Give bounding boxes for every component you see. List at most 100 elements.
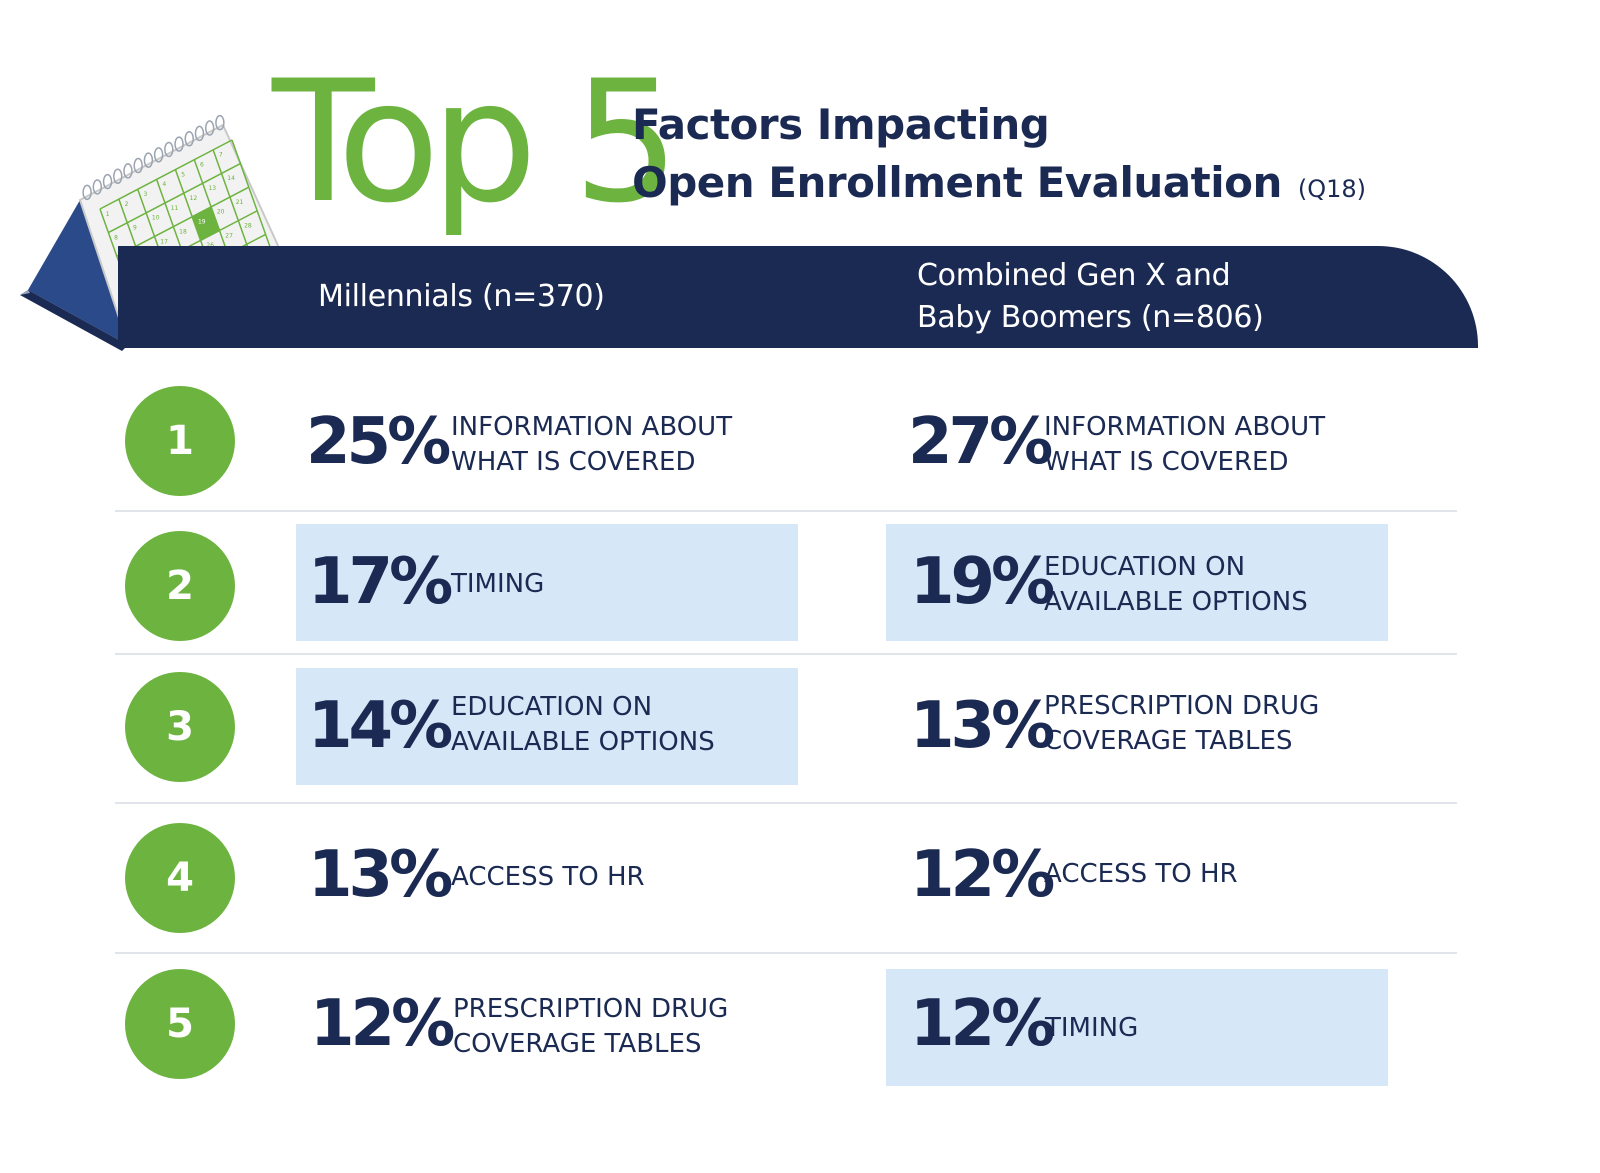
- factor-label-line: INFORMATION ABOUT: [1044, 412, 1326, 442]
- column-header-band: [118, 246, 1478, 348]
- factor-label: INFORMATION ABOUT WHAT IS COVERED: [451, 410, 732, 480]
- calendar-grid-line: [116, 186, 250, 257]
- calendar-ring: [184, 131, 194, 147]
- calendar-day-number: 28: [244, 222, 252, 229]
- title-line-2: Open Enrollment Evaluation (Q18): [632, 154, 1366, 218]
- column-header-millennials: Millennials (n=370): [318, 276, 605, 318]
- calendar-day-number: 7: [219, 152, 223, 159]
- factor-label: TIMING: [1045, 1011, 1138, 1046]
- highlight-box: [886, 969, 1388, 1086]
- column-header-genx-line2: Baby Boomers (n=806): [917, 300, 1264, 335]
- percentage-value: 14%: [308, 689, 453, 763]
- factor-label-line: INFORMATION ABOUT: [451, 412, 733, 442]
- calendar-grid-line: [99, 139, 233, 210]
- calendar-day-number: 3: [143, 191, 147, 198]
- calendar-rings: [82, 114, 225, 201]
- calendar-day-number: 12: [190, 195, 198, 202]
- percentage-value: 19%: [910, 545, 1055, 619]
- calendar-highlight-cell: [191, 205, 221, 242]
- factor-label-line: WHAT IS COVERED: [1044, 447, 1289, 477]
- question-code: (Q18): [1297, 175, 1367, 203]
- calendar-day-number: 17: [160, 238, 168, 245]
- title-block: Factors Impacting Open Enrollment Evalua…: [632, 96, 1366, 218]
- calendar-ring: [102, 173, 113, 190]
- rank-badge: 5: [125, 969, 235, 1079]
- factor-label: INFORMATION ABOUT WHAT IS COVERED: [1044, 410, 1325, 480]
- percentage-value: 25%: [306, 405, 451, 479]
- factor-label-line: WHAT IS COVERED: [451, 447, 696, 477]
- calendar-ring: [174, 136, 184, 152]
- calendar-day-number: 6: [200, 161, 204, 168]
- column-header-genx-line1: Combined Gen X and: [917, 258, 1231, 293]
- calendar-day-number: 10: [152, 215, 160, 222]
- calendar-day-number: 4: [162, 181, 166, 188]
- calendar-ring: [204, 120, 215, 136]
- calendar-day-number: 26: [206, 242, 214, 249]
- factor-label-line: COVERAGE TABLES: [1044, 726, 1293, 756]
- column-header-millennials-line1: Millennials (n=370): [318, 279, 605, 314]
- calendar-ring: [113, 168, 123, 184]
- percentage-value: 13%: [910, 689, 1055, 763]
- highlight-box: [296, 668, 798, 785]
- calendar-ring: [82, 184, 92, 201]
- percentage-value: 27%: [908, 405, 1053, 479]
- factor-label-line: TIMING: [1045, 1013, 1139, 1043]
- top5-title: Top 5: [272, 44, 680, 240]
- percentage-value: 13%: [308, 838, 453, 912]
- factor-label: EDUCATION ON AVAILABLE OPTIONS: [1044, 550, 1308, 620]
- calendar-day-number: 20: [217, 209, 225, 216]
- calendar-day-number: 8: [114, 234, 118, 241]
- rank-badge: 2: [125, 531, 235, 641]
- calendar-day-number: 9: [133, 225, 137, 232]
- factor-label-line: EDUCATION ON: [1044, 552, 1246, 582]
- factor-label-line: EDUCATION ON: [451, 692, 653, 722]
- factor-label-line: PRESCRIPTION DRUG: [453, 994, 729, 1024]
- calendar-day-number: 1: [106, 211, 110, 218]
- calendar-ring: [143, 152, 154, 168]
- calendar-ring: [133, 157, 143, 174]
- calendar-ring: [194, 125, 205, 142]
- factor-label: EDUCATION ON AVAILABLE OPTIONS: [451, 690, 715, 760]
- factor-label: ACCESS TO HR: [1044, 857, 1238, 892]
- calendar-ring: [92, 179, 103, 195]
- calendar-ring: [164, 141, 174, 158]
- factor-label-line: AVAILABLE OPTIONS: [1044, 587, 1308, 617]
- calendar-grid-line: [231, 139, 275, 259]
- highlight-box: [886, 524, 1388, 641]
- calendar-ring: [123, 163, 133, 179]
- calendar-grid-line: [108, 162, 241, 234]
- rank-badge: 4: [125, 823, 235, 933]
- row-separator: [115, 802, 1457, 804]
- calendar-day-number: 14: [227, 175, 235, 182]
- calendar-day-number: 5: [181, 171, 185, 178]
- rank-badge: 1: [125, 386, 235, 496]
- factor-label-line: AVAILABLE OPTIONS: [451, 727, 715, 757]
- calendar-day-number: 2: [125, 201, 129, 208]
- row-separator: [115, 653, 1457, 655]
- calendar-day-number: 18: [179, 228, 187, 235]
- factor-label-line: ACCESS TO HR: [1044, 859, 1238, 889]
- title-line-1: Factors Impacting: [632, 100, 1050, 149]
- factor-label-line: TIMING: [451, 569, 545, 599]
- factor-label: PRESCRIPTION DRUG COVERAGE TABLES: [453, 992, 728, 1062]
- factor-label: PRESCRIPTION DRUG COVERAGE TABLES: [1044, 689, 1319, 759]
- calendar-ring: [153, 147, 164, 163]
- percentage-value: 12%: [910, 838, 1055, 912]
- factor-label-line: ACCESS TO HR: [451, 862, 645, 892]
- percentage-value: 17%: [308, 545, 453, 619]
- factor-label: TIMING: [451, 567, 544, 602]
- column-header-genx-boomers: Combined Gen X and Baby Boomers (n=806): [917, 255, 1264, 339]
- factor-label-line: PRESCRIPTION DRUG: [1044, 691, 1320, 721]
- calendar-ring: [215, 114, 225, 131]
- factor-label: ACCESS TO HR: [451, 860, 645, 895]
- calendar-day-number: 11: [171, 205, 179, 212]
- percentage-value: 12%: [310, 987, 455, 1061]
- row-separator: [115, 510, 1457, 512]
- calendar-day-number: 13: [208, 185, 216, 192]
- rank-badge: 3: [125, 672, 235, 782]
- percentage-value: 12%: [910, 987, 1055, 1061]
- calendar-day-number: 27: [225, 232, 233, 239]
- factor-label-line: COVERAGE TABLES: [453, 1029, 702, 1059]
- calendar-day-number: 21: [236, 199, 244, 206]
- calendar-day-number: 19: [198, 219, 206, 226]
